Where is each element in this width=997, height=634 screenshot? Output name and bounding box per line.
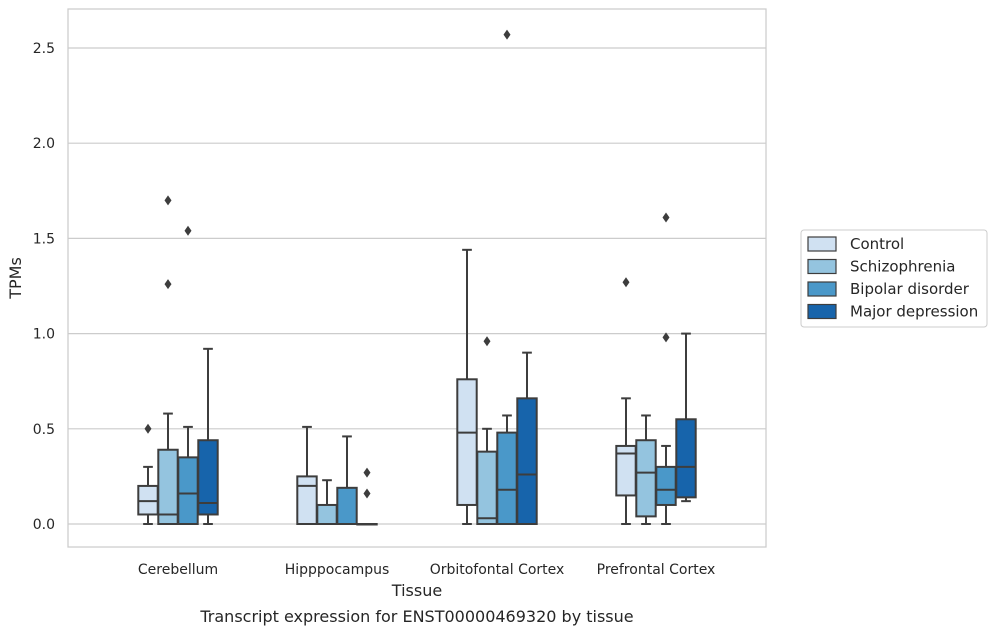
box-0-2 — [456, 248, 478, 525]
box-0-3 — [615, 277, 637, 525]
chart-caption: Transcript expression for ENST0000046932… — [199, 607, 633, 626]
legend-label-2: Bipolar disorder — [850, 280, 970, 298]
flier-0 — [662, 332, 670, 343]
legend-swatch-1 — [807, 258, 837, 275]
box-iqr — [157, 448, 179, 525]
flier-0 — [363, 488, 371, 499]
box-2-2 — [496, 29, 518, 525]
box-2-1 — [336, 435, 358, 526]
y-tick-label-3: 1.5 — [33, 231, 55, 247]
legend-label-1: Schizophrenia — [850, 258, 955, 276]
y-tick-labels: 0.0 0.5 1.0 1.5 2.0 2.5 — [33, 41, 55, 533]
box-3-3 — [675, 332, 697, 503]
box-2-0 — [177, 225, 199, 525]
legend-label-3: Major depression — [850, 303, 978, 321]
x-axis-label: Tissue — [391, 581, 442, 600]
flier-1 — [164, 195, 172, 206]
legend-swatch-3 — [807, 303, 837, 320]
box-2-3 — [655, 212, 677, 525]
y-axis-label: TPMs — [6, 257, 25, 300]
x-tick-labels: Cerebellum Hipppocampus Orbitofontal Corte… — [138, 562, 715, 578]
box-0-0 — [137, 423, 159, 525]
flier-0 — [483, 336, 491, 347]
legend: Control Schizophrenia Bipolar disorder Majo… — [800, 229, 988, 328]
box-iqr — [456, 378, 478, 506]
box-3-1 — [356, 467, 378, 526]
legend-swatch-0 — [807, 236, 837, 252]
y-tick-label-2: 1.0 — [33, 327, 55, 343]
flier-0 — [144, 423, 152, 434]
x-tick-label-3: Prefrontal Cortex — [597, 562, 716, 578]
box-1-1 — [316, 479, 338, 525]
y-tick-label-4: 2.0 — [33, 136, 55, 152]
box-iqr — [496, 431, 518, 525]
legend-frame — [800, 229, 988, 328]
box-1-0 — [157, 195, 179, 525]
y-tick-label-1: 0.5 — [33, 422, 55, 438]
box-plot-series — [137, 29, 697, 526]
flier-0 — [622, 277, 630, 288]
box-3-0 — [197, 347, 219, 525]
box-iqr — [296, 475, 318, 525]
plot-frame — [67, 8, 767, 548]
flier-1 — [363, 467, 371, 478]
box-1-3 — [635, 414, 657, 525]
x-tick-label-1: Hipppocampus — [285, 562, 390, 578]
box-iqr — [336, 486, 358, 526]
y-tick-label-0: 0.0 — [33, 517, 55, 533]
legend-swatch-2 — [807, 281, 837, 297]
legend-label-0: Control — [850, 235, 904, 253]
box-0-1 — [296, 425, 318, 525]
box-1-2 — [476, 336, 498, 526]
x-tick-label-2: Orbitofontal Cortex — [430, 562, 565, 578]
box-iqr — [177, 456, 199, 525]
box-iqr — [675, 418, 697, 499]
x-tick-label-0: Cerebellum — [138, 562, 218, 578]
flier-1 — [662, 212, 670, 223]
y-tick-label-5: 2.5 — [33, 41, 55, 57]
box-iqr — [316, 503, 338, 525]
box-iqr — [655, 465, 677, 506]
box-iqr — [635, 439, 657, 518]
flier-0 — [503, 29, 511, 40]
box-iqr — [516, 397, 538, 525]
box-3-2 — [516, 351, 538, 525]
box-iqr — [476, 450, 498, 526]
flier-0 — [184, 225, 192, 236]
box-iqr — [197, 439, 219, 516]
flier-0 — [164, 279, 172, 290]
